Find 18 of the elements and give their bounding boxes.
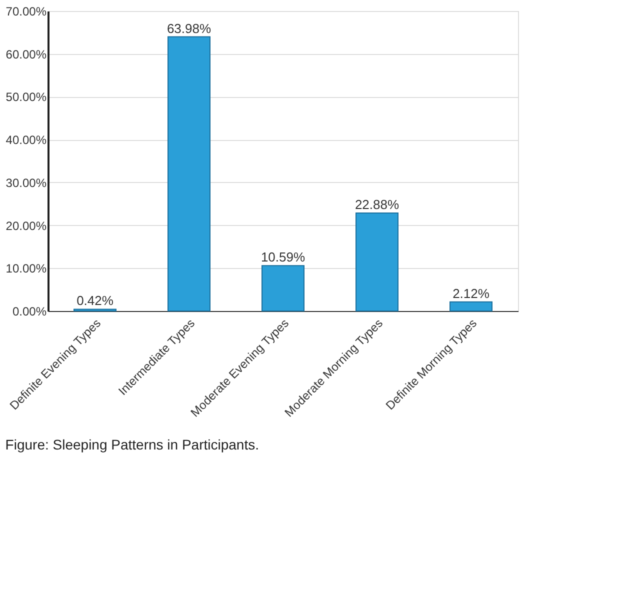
data-label: 2.12% bbox=[452, 286, 490, 301]
bar bbox=[168, 36, 210, 312]
y-tick-label: 50.00% bbox=[6, 90, 47, 104]
data-label: 10.59% bbox=[260, 250, 306, 265]
bar bbox=[356, 212, 398, 312]
data-label: 22.88% bbox=[354, 196, 400, 212]
y-tick-label: 30.00% bbox=[6, 176, 47, 190]
data-label: 0.42% bbox=[76, 293, 114, 308]
y-tick-label: 70.00% bbox=[6, 4, 47, 18]
bar bbox=[262, 265, 304, 312]
text: Figure: Sleeping Patterns in Participants. bbox=[5, 436, 260, 453]
y-tick-label: 40.00% bbox=[6, 133, 47, 148]
data-label: 63.98% bbox=[166, 20, 212, 36]
y-tick-label: 20.00% bbox=[6, 218, 47, 233]
bar bbox=[450, 301, 492, 312]
y-tick-label: 0.00% bbox=[12, 304, 47, 318]
y-tick-label: 10.00% bbox=[6, 262, 47, 276]
y-tick-label: 60.00% bbox=[6, 47, 47, 62]
